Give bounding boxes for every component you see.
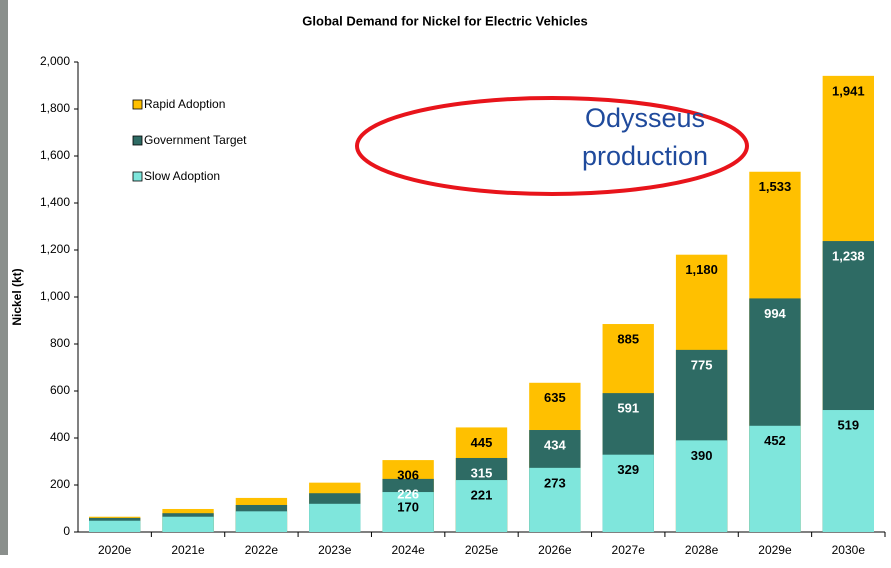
annotation-text: Odysseus (585, 103, 705, 133)
value-label: 226 (397, 486, 419, 501)
x-tick-label: 2030e (832, 543, 866, 557)
y-tick-label: 1,800 (40, 101, 70, 115)
value-label: 273 (544, 475, 566, 490)
x-tick-label: 2025e (465, 543, 499, 557)
x-tick-label: 2028e (685, 543, 719, 557)
y-tick-label: 0 (63, 524, 70, 538)
value-label: 1,180 (685, 262, 718, 277)
legend-swatch (132, 135, 143, 146)
x-tick-label: 2021e (171, 543, 205, 557)
annotation-text: production (582, 141, 708, 171)
value-label: 329 (617, 462, 639, 477)
y-tick-label: 1,600 (40, 148, 70, 162)
value-label: 306 (397, 468, 419, 483)
value-label: 1,238 (832, 249, 865, 264)
x-tick-label: 2022e (245, 543, 279, 557)
value-label: 452 (764, 433, 786, 448)
x-tick-label: 2020e (98, 543, 132, 557)
value-label: 635 (544, 390, 566, 405)
value-label: 775 (691, 357, 713, 372)
bar (235, 511, 288, 532)
bar (529, 467, 581, 532)
legend-swatch (132, 171, 143, 182)
value-label: 1,533 (759, 179, 792, 194)
y-tick-label: 1,200 (40, 242, 70, 256)
legend-swatch (132, 99, 143, 110)
y-tick-label: 600 (50, 383, 70, 397)
value-label: 434 (544, 437, 566, 452)
y-tick-label: 2,000 (40, 54, 70, 68)
value-label: 170 (397, 499, 419, 514)
bar (382, 492, 434, 532)
bar (309, 503, 361, 532)
legend-label: Rapid Adoption (144, 97, 225, 111)
x-tick-label: 2024e (391, 543, 425, 557)
value-label: 591 (617, 401, 639, 416)
y-axis-label: Nickel (kt) (10, 268, 24, 325)
value-label: 519 (837, 417, 859, 432)
value-label: 315 (471, 465, 493, 480)
legend-label: Slow Adoption (144, 169, 220, 183)
value-label: 390 (691, 448, 713, 463)
value-label: 445 (471, 435, 493, 450)
x-tick-label: 2027e (612, 543, 646, 557)
chart-title: Global Demand for Nickel for Electric Ve… (302, 13, 587, 28)
bar (162, 516, 214, 532)
annotation-ellipse (355, 96, 749, 196)
y-tick-label: 200 (50, 477, 70, 491)
x-tick-label: 2026e (538, 543, 572, 557)
bar (675, 440, 728, 532)
value-label: 1,941 (832, 83, 865, 98)
y-tick-label: 1,000 (40, 289, 70, 303)
x-tick-label: 2023e (318, 543, 352, 557)
x-tick-label: 2029e (758, 543, 792, 557)
y-tick-label: 800 (50, 336, 70, 350)
bar (749, 425, 801, 532)
bar (89, 520, 141, 532)
y-tick-label: 400 (50, 430, 70, 444)
bar (822, 410, 874, 532)
value-label: 885 (617, 331, 639, 346)
value-label: 221 (471, 488, 493, 503)
legend-label: Government Target (144, 133, 247, 147)
background-strip (0, 0, 8, 555)
value-label: 994 (764, 306, 786, 321)
bar (602, 454, 654, 532)
y-tick-label: 1,400 (40, 195, 70, 209)
bar (455, 480, 508, 532)
